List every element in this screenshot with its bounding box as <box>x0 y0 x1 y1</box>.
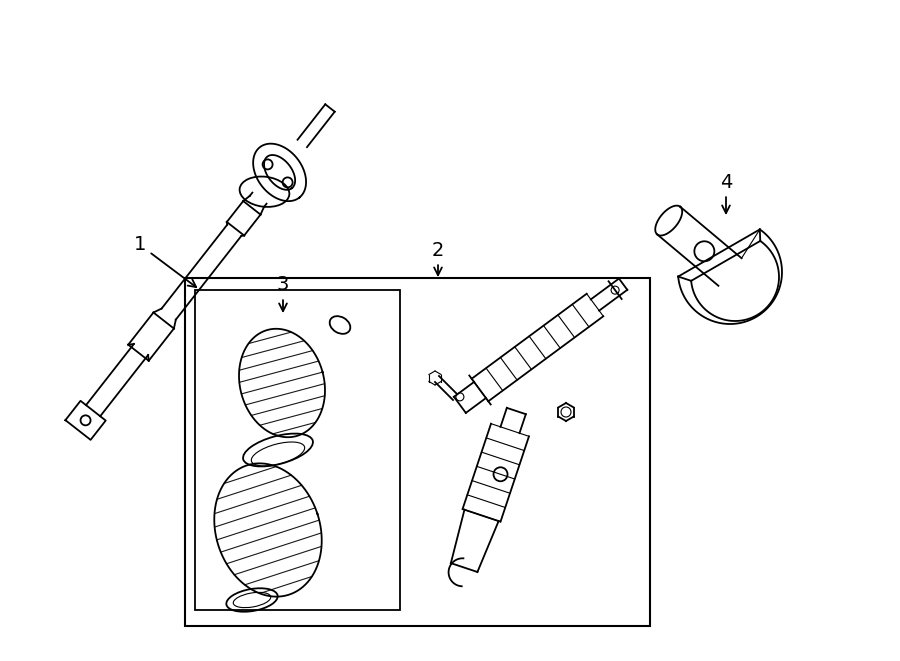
Bar <box>195 290 400 610</box>
Text: 3: 3 <box>277 276 289 311</box>
Text: 1: 1 <box>134 235 196 287</box>
Text: 4: 4 <box>720 173 733 214</box>
Text: 2: 2 <box>432 241 445 275</box>
Bar <box>185 278 650 626</box>
